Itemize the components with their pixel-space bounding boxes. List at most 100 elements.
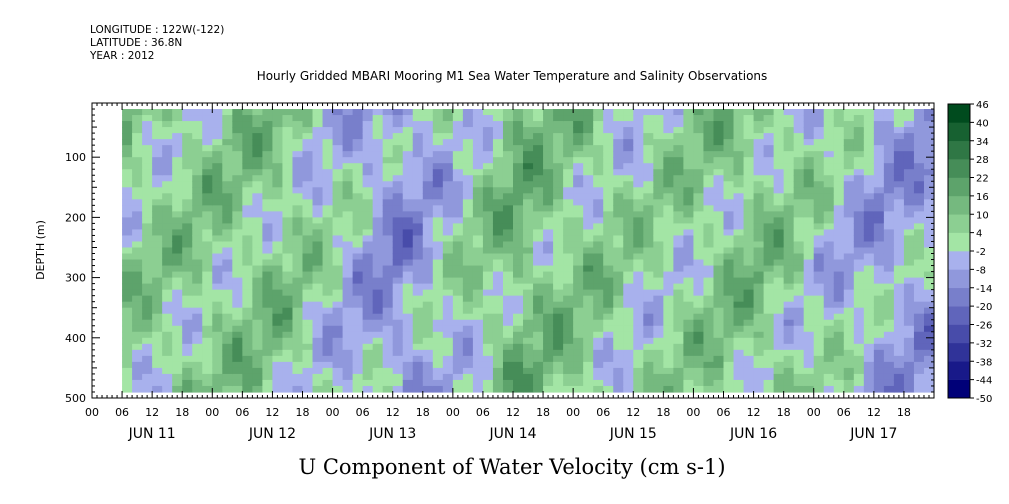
heatmap-cell bbox=[513, 235, 524, 243]
heatmap-cell bbox=[923, 115, 935, 122]
heatmap-cell bbox=[352, 109, 364, 116]
heatmap-cell bbox=[182, 163, 193, 170]
heatmap-cell bbox=[212, 265, 223, 273]
colorbar-label: 34 bbox=[976, 137, 989, 148]
heatmap-cell bbox=[853, 241, 865, 249]
heatmap-cell bbox=[523, 193, 534, 200]
heatmap-cell bbox=[262, 289, 274, 297]
colorbar-label: 4 bbox=[976, 229, 982, 240]
heatmap-cell bbox=[863, 145, 875, 152]
heatmap-cell bbox=[332, 385, 344, 393]
heatmap-cell bbox=[853, 211, 865, 218]
heatmap-cell bbox=[863, 193, 875, 200]
heatmap-cell bbox=[793, 175, 805, 182]
heatmap-cell bbox=[232, 133, 243, 140]
heatmap-cell bbox=[132, 253, 143, 261]
heatmap-cell bbox=[603, 361, 614, 369]
heatmap-cell bbox=[162, 367, 173, 375]
heatmap-cell bbox=[553, 163, 564, 170]
heatmap-cell bbox=[613, 157, 624, 164]
heatmap-cell bbox=[242, 319, 253, 327]
heatmap-cell bbox=[502, 139, 514, 146]
heatmap-cell bbox=[332, 229, 344, 237]
heatmap-cell bbox=[723, 367, 735, 375]
heatmap-cell bbox=[823, 109, 835, 116]
heatmap-cell bbox=[563, 319, 574, 327]
heatmap-cell bbox=[513, 199, 524, 206]
colorbar-swatch bbox=[948, 269, 970, 289]
heatmap-cell bbox=[492, 115, 504, 122]
colorbar-label: 22 bbox=[976, 174, 989, 185]
heatmap-cell bbox=[262, 247, 274, 255]
heatmap-cell bbox=[593, 181, 604, 188]
heatmap-cell bbox=[292, 151, 304, 158]
heatmap-cell bbox=[723, 265, 735, 273]
heatmap-cell bbox=[342, 211, 354, 218]
heatmap-cell bbox=[793, 349, 805, 357]
heatmap-cell bbox=[753, 205, 765, 212]
heatmap-cell bbox=[272, 319, 284, 327]
heatmap-cell bbox=[883, 355, 895, 363]
heatmap-cell bbox=[773, 331, 785, 339]
heatmap-cell bbox=[703, 319, 715, 327]
heatmap-cell bbox=[593, 301, 604, 309]
heatmap-cell bbox=[613, 379, 624, 387]
heatmap-cell bbox=[392, 367, 404, 375]
heatmap-cell bbox=[713, 373, 725, 381]
heatmap-cell bbox=[573, 343, 584, 351]
heatmap-cell bbox=[883, 379, 895, 387]
heatmap-cell bbox=[803, 343, 815, 351]
heatmap-cell bbox=[312, 385, 324, 393]
heatmap-cell bbox=[843, 367, 855, 375]
heatmap-cell bbox=[703, 337, 715, 345]
heatmap-cell bbox=[372, 205, 384, 212]
heatmap-cell bbox=[202, 385, 213, 393]
heatmap-cell bbox=[122, 325, 133, 333]
heatmap-cell bbox=[813, 283, 825, 291]
heatmap-cell bbox=[362, 367, 374, 375]
heatmap-cell bbox=[783, 163, 795, 170]
heatmap-cell bbox=[813, 295, 825, 303]
heatmap-cell bbox=[252, 199, 263, 206]
heatmap-cell bbox=[292, 307, 304, 315]
heatmap-cell bbox=[833, 121, 845, 128]
heatmap-cell bbox=[723, 229, 735, 237]
heatmap-cell bbox=[142, 331, 153, 339]
heatmap-cell bbox=[553, 241, 564, 249]
heatmap-cell bbox=[643, 385, 654, 393]
heatmap-cell bbox=[482, 265, 494, 273]
heatmap-cell bbox=[462, 379, 474, 387]
heatmap-cell bbox=[793, 199, 805, 206]
heatmap-cell bbox=[673, 181, 684, 188]
heatmap-cell bbox=[523, 187, 534, 194]
heatmap-cell bbox=[693, 325, 705, 333]
heatmap-cell bbox=[172, 373, 183, 381]
heatmap-cell bbox=[703, 115, 715, 122]
heatmap-cell bbox=[853, 349, 865, 357]
heatmap-cell bbox=[412, 301, 424, 309]
heatmap-cell bbox=[813, 337, 825, 345]
heatmap-cell bbox=[673, 385, 684, 393]
heatmap-cell bbox=[212, 277, 223, 285]
heatmap-cell bbox=[192, 229, 203, 237]
heatmap-cell bbox=[633, 307, 644, 315]
heatmap-cell bbox=[873, 385, 885, 393]
heatmap-cell bbox=[452, 109, 464, 116]
heatmap-cell bbox=[763, 385, 775, 393]
heatmap-cell bbox=[492, 349, 504, 357]
heatmap-cell bbox=[583, 259, 594, 267]
heatmap-cell bbox=[533, 241, 544, 249]
heatmap-cell bbox=[623, 379, 634, 387]
heatmap-cell bbox=[743, 259, 755, 267]
heatmap-cell bbox=[613, 109, 624, 116]
heatmap-cell bbox=[663, 373, 674, 381]
heatmap-cell bbox=[813, 313, 825, 321]
heatmap-cell bbox=[262, 115, 274, 122]
heatmap-cell bbox=[352, 319, 364, 327]
heatmap-cell bbox=[513, 181, 524, 188]
heatmap-cell bbox=[903, 199, 915, 206]
colorbar-swatch bbox=[948, 104, 970, 123]
heatmap-cell bbox=[873, 229, 885, 237]
heatmap-cell bbox=[262, 139, 274, 146]
heatmap-cell bbox=[492, 283, 504, 291]
